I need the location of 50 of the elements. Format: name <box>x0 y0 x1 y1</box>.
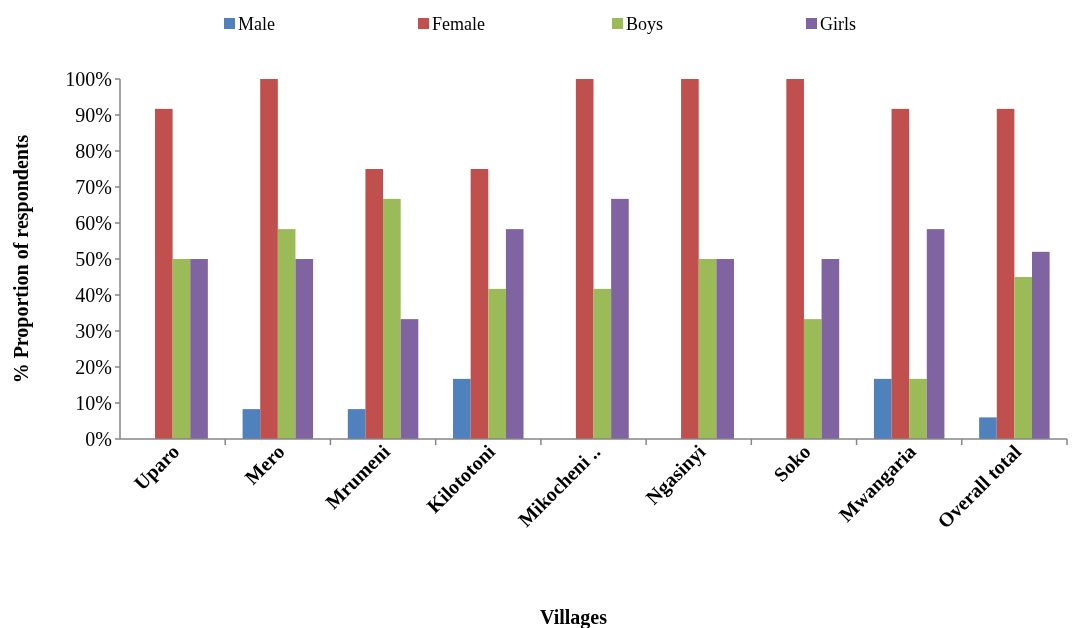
bar <box>277 229 296 439</box>
y-tick-label: 20% <box>75 356 112 378</box>
bar <box>873 378 892 439</box>
y-tick-label: 0% <box>85 428 112 450</box>
bar <box>488 288 506 439</box>
bar <box>821 259 840 439</box>
y-tick-label: 10% <box>75 392 112 414</box>
legend-label: Boys <box>626 14 664 35</box>
bar <box>786 79 804 439</box>
bar <box>470 169 489 439</box>
bar <box>575 79 594 439</box>
bar <box>260 79 278 439</box>
bar <box>172 259 191 439</box>
y-tick-label: 30% <box>75 320 112 342</box>
bar <box>242 409 261 439</box>
legend-label: Girls <box>820 14 856 35</box>
bar <box>1014 277 1033 439</box>
bar <box>295 259 314 439</box>
y-tick-label: 80% <box>75 140 112 162</box>
y-tick-label: 70% <box>75 176 112 198</box>
bar <box>979 417 997 439</box>
x-axis-title: Villages <box>539 606 608 628</box>
bar <box>698 259 717 439</box>
bar <box>681 79 699 439</box>
bar <box>154 108 173 439</box>
bar <box>347 409 366 439</box>
y-tick-label: 100% <box>65 68 112 90</box>
bar <box>1032 251 1050 439</box>
bar <box>505 229 524 439</box>
bar <box>803 319 822 439</box>
y-tick-label: 50% <box>75 248 112 270</box>
y-tick-label: 40% <box>75 284 112 306</box>
legend-label: Female <box>432 14 485 35</box>
bar <box>593 288 612 439</box>
bar <box>926 229 945 439</box>
bar <box>400 319 419 439</box>
y-tick-label: 60% <box>75 212 112 234</box>
bar <box>365 169 384 439</box>
bar <box>891 108 910 439</box>
bar <box>190 259 208 439</box>
bar <box>611 198 629 439</box>
bar <box>383 198 401 439</box>
y-axis-title: % Proportion of respondents <box>10 134 33 384</box>
bar <box>909 378 927 439</box>
y-tick-label: 90% <box>75 104 112 126</box>
bar <box>453 378 471 439</box>
bar <box>716 259 734 439</box>
legend-label: Male <box>238 14 275 35</box>
bar <box>996 108 1015 439</box>
x-tick-label: Soko <box>769 440 815 486</box>
